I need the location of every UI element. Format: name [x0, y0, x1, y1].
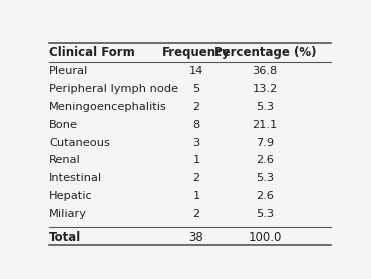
Text: Pleural: Pleural	[49, 66, 89, 76]
Text: 3: 3	[192, 138, 200, 148]
Text: Clinical Form: Clinical Form	[49, 46, 135, 59]
Text: 14: 14	[189, 66, 203, 76]
Text: 5.3: 5.3	[256, 209, 274, 218]
Text: 1: 1	[192, 191, 200, 201]
Text: 2.6: 2.6	[256, 155, 274, 165]
Text: Peripheral lymph node: Peripheral lymph node	[49, 84, 178, 94]
Text: 5: 5	[192, 84, 200, 94]
Text: Miliary: Miliary	[49, 209, 87, 218]
Text: 100.0: 100.0	[248, 231, 282, 244]
Text: 21.1: 21.1	[252, 120, 278, 130]
Text: 5.3: 5.3	[256, 173, 274, 183]
Text: Frequency: Frequency	[161, 46, 230, 59]
Text: Meningoencephalitis: Meningoencephalitis	[49, 102, 167, 112]
Text: 2: 2	[192, 173, 200, 183]
Text: 8: 8	[192, 120, 200, 130]
Text: Cutaneous: Cutaneous	[49, 138, 110, 148]
Text: 5.3: 5.3	[256, 102, 274, 112]
Text: Percentage (%): Percentage (%)	[214, 46, 316, 59]
Text: Hepatic: Hepatic	[49, 191, 93, 201]
Text: Intestinal: Intestinal	[49, 173, 102, 183]
Text: 2: 2	[192, 102, 200, 112]
Text: 2: 2	[192, 209, 200, 218]
Text: Total: Total	[49, 231, 82, 244]
Text: Renal: Renal	[49, 155, 81, 165]
Text: Bone: Bone	[49, 120, 78, 130]
Text: 38: 38	[188, 231, 203, 244]
Text: 36.8: 36.8	[252, 66, 278, 76]
Text: 2.6: 2.6	[256, 191, 274, 201]
Text: 7.9: 7.9	[256, 138, 274, 148]
Text: 1: 1	[192, 155, 200, 165]
Text: 13.2: 13.2	[252, 84, 278, 94]
